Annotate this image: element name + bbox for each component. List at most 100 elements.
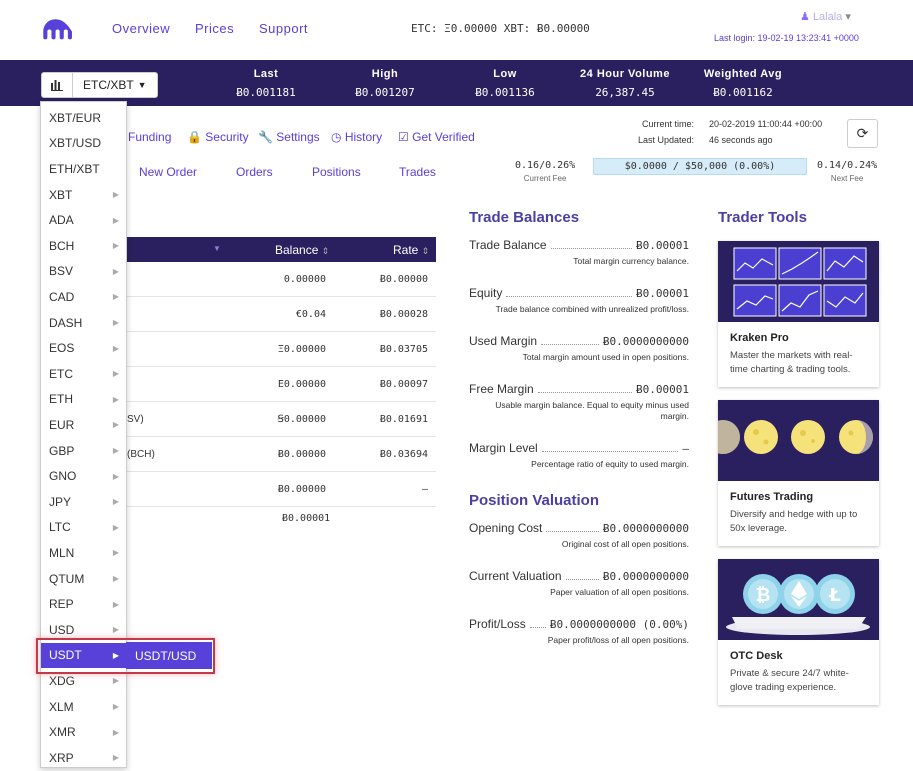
user-menu[interactable]: ♟ Lalala ▾	[800, 10, 851, 23]
dotted-leader	[506, 289, 633, 297]
last-updated-label: Last Updated:	[637, 135, 694, 145]
dropdown-item-label: XMR	[49, 725, 76, 740]
refresh-icon: ⟳	[856, 125, 869, 141]
asset-rate: Ƀ0.00000	[379, 274, 428, 285]
metric-description: Percentage ratio of equity to used margi…	[531, 459, 689, 469]
kraken-pro-illustration	[718, 241, 879, 322]
subnav-security[interactable]: 🔒 Security	[187, 130, 249, 144]
dropdown-item-xbt-eur[interactable]: XBT/EUR	[41, 105, 126, 131]
current-time-label: Current time:	[641, 119, 694, 129]
dropdown-item-mln[interactable]: MLN ▶	[41, 540, 126, 566]
pair-selector: ETC/XBT ▼	[41, 72, 158, 98]
table-row[interactable]: Ε0.00000 Ƀ0.00097	[41, 367, 436, 402]
dropdown-item-label: XBT/USD	[49, 136, 102, 151]
top-navbar: Overview Prices Support ETC: Ξ0.00000 XB…	[0, 0, 913, 60]
dropdown-item-rep[interactable]: REP ▶	[41, 591, 126, 617]
rate-header[interactable]: Rate ⇕	[393, 243, 430, 257]
subnav-history[interactable]: ◷ History	[331, 130, 383, 144]
table-row[interactable]: SV) Ꞩ0.00000 Ƀ0.01691	[41, 402, 436, 437]
dropdown-item-eos[interactable]: EOS ▶	[41, 335, 126, 361]
table-row[interactable]: €0.04 Ƀ0.00028	[41, 297, 436, 332]
ticker-high: High Ƀ0.001207	[355, 68, 415, 99]
dropdown-item-label: REP	[49, 597, 74, 612]
tab-orders[interactable]: Orders	[236, 165, 273, 179]
nav-overview[interactable]: Overview	[112, 21, 171, 36]
tab-new-order[interactable]: New Order	[139, 165, 198, 179]
dropdown-item-etc[interactable]: ETC ▶	[41, 361, 126, 387]
table-row[interactable]: Ξ0.00000 Ƀ0.03705	[41, 332, 436, 367]
dotted-leader	[565, 572, 599, 580]
chevron-right-icon: ▶	[112, 625, 119, 635]
pair-dropdown-button[interactable]: ETC/XBT ▼	[73, 72, 158, 98]
ticker-last: Last Ƀ0.001181	[236, 68, 296, 99]
metric-value: Ƀ0.0000000000	[602, 335, 689, 348]
next-fee: 0.14/0.24% Next Fee	[817, 160, 878, 183]
chevron-right-icon: ▶	[112, 676, 119, 686]
dropdown-item-label: CAD	[49, 289, 75, 304]
dropdown-item-gbp[interactable]: GBP ▶	[41, 438, 126, 464]
svg-text:₿: ₿	[756, 585, 771, 606]
last-login: Last login: 19-02-19 13:23:41 +0000	[714, 33, 859, 43]
dropdown-item-usdt[interactable]: USDT ▶	[41, 642, 126, 669]
table-row[interactable]: 0.00000 Ƀ0.00000	[41, 262, 436, 297]
dropdown-item-ltc[interactable]: LTC ▶	[41, 515, 126, 541]
dropdown-item-eth-xbt[interactable]: ETH/XBT	[41, 156, 126, 182]
table-row[interactable]: Ƀ0.00000 —	[41, 472, 436, 507]
chevron-right-icon: ▶	[112, 394, 119, 404]
metric-description: Original cost of all open positions.	[561, 539, 689, 549]
ticker-volume: 24 Hour Volume 26,387.45	[580, 68, 670, 99]
dropdown-item-dash[interactable]: DASH ▶	[41, 310, 126, 336]
dotted-leader	[537, 385, 633, 393]
card-futures-trading[interactable]: Futures Trading Diversify and hedge with…	[718, 400, 879, 546]
dropdown-item-label: XDG	[49, 673, 76, 688]
dropdown-item-xrp[interactable]: XRP ▶	[41, 745, 126, 771]
tab-positions[interactable]: Positions	[312, 165, 361, 179]
dropdown-item-gno[interactable]: GNO ▶	[41, 463, 126, 489]
dropdown-item-xbt-usd[interactable]: XBT/USD	[41, 131, 126, 157]
table-row[interactable]: (BCH) Ƀ0.00000 Ƀ0.03694	[41, 437, 436, 472]
dropdown-item-xmr[interactable]: XMR ▶	[41, 719, 126, 745]
dropdown-item-label: BCH	[49, 238, 75, 253]
refresh-button[interactable]: ⟳	[847, 119, 878, 148]
current-time: 20-02-2019 11:00:44 +00:00	[709, 119, 823, 129]
card-desc: Diversify and hedge with up to 50x lever…	[730, 509, 858, 534]
submenu-usdt-usd[interactable]: USDT/USD	[126, 642, 212, 669]
metric-label: Free Margin	[469, 382, 534, 396]
metric-description: Usable margin balance. Equal to equity m…	[495, 400, 689, 421]
dropdown-item-bch[interactable]: BCH ▶	[41, 233, 126, 259]
kraken-logo[interactable]	[40, 16, 74, 44]
dropdown-item-usd[interactable]: USD ▶	[41, 617, 126, 643]
subnav-funding[interactable]: Funding	[128, 130, 172, 144]
dropdown-item-xlm[interactable]: XLM ▶	[41, 694, 126, 720]
chevron-right-icon: ▶	[112, 190, 119, 200]
tab-trades[interactable]: Trades	[399, 165, 436, 179]
chart-bars-icon[interactable]	[41, 72, 73, 98]
dropdown-item-bsv[interactable]: BSV ▶	[41, 259, 126, 285]
dropdown-item-xbt[interactable]: XBT ▶	[41, 182, 126, 208]
nav-prices[interactable]: Prices	[195, 21, 235, 36]
dropdown-item-label: USD	[49, 622, 75, 637]
balance-header[interactable]: Balance ⇕	[275, 243, 330, 257]
metric-item: Profit/Loss Ƀ0.0000000000 (0.00%) Paper pr…	[469, 617, 689, 646]
chevron-right-icon: ▶	[112, 727, 119, 737]
card-kraken-pro[interactable]: Kraken Pro Master the markets with real-…	[718, 241, 879, 387]
subnav-settings[interactable]: 🔧 Settings	[258, 130, 320, 144]
dropdown-item-cad[interactable]: CAD ▶	[41, 284, 126, 310]
sort-caret-icon[interactable]: ▼	[213, 244, 221, 253]
nav-support[interactable]: Support	[259, 21, 309, 36]
caret-down-icon: ▼	[137, 80, 147, 90]
asset-balance: Ƀ0.00000	[277, 449, 326, 460]
dropdown-item-label: XLM	[49, 699, 74, 714]
dropdown-item-qtum[interactable]: QTUM ▶	[41, 566, 126, 592]
dropdown-item-jpy[interactable]: JPY ▶	[41, 489, 126, 515]
dropdown-item-eth[interactable]: ETH ▶	[41, 387, 126, 413]
card-otc-desk[interactable]: ₿ Ł OTC Desk Private & secure 24/7 white…	[718, 559, 879, 705]
subnav-get-verified[interactable]: ☑ Get Verified	[398, 130, 475, 144]
ticker-weighted-avg: Weighted Avg Ƀ0.001162	[703, 68, 783, 99]
dropdown-item-xdg[interactable]: XDG ▶	[41, 668, 126, 694]
dropdown-item-eur[interactable]: EUR ▶	[41, 412, 126, 438]
fee-progress-bar: $0.0000 / $50,000 (0.00%)	[593, 158, 807, 175]
chevron-right-icon: ▶	[112, 702, 119, 712]
dotted-leader	[550, 241, 633, 249]
dropdown-item-ada[interactable]: ADA ▶	[41, 207, 126, 233]
